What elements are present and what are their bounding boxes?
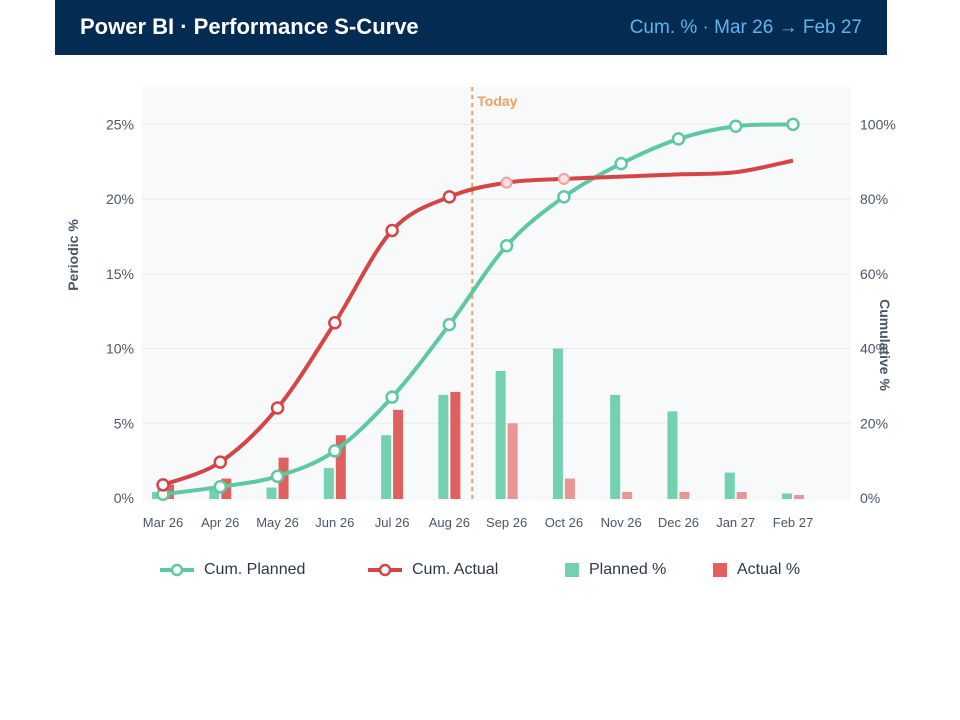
x-tick-label: Jan 27	[716, 515, 755, 530]
cum-actual-forecast-point[interactable]	[500, 176, 513, 189]
actual-bar[interactable]	[507, 423, 518, 499]
planned-bar[interactable]	[610, 394, 621, 499]
y-tick-label: 25%	[106, 116, 134, 132]
y-tick-label: 15%	[106, 266, 134, 282]
x-tick-label: Jun 26	[315, 515, 354, 530]
y-tick-label: 10%	[106, 341, 134, 357]
legend-item-cum-actual[interactable]: Cum. Actual	[368, 556, 498, 584]
planned-bar[interactable]	[552, 348, 563, 499]
cum-planned-point[interactable]	[557, 190, 571, 204]
legend-label: Cum. Planned	[204, 561, 306, 578]
legend-line-marker-icon	[160, 563, 194, 577]
actual-bar[interactable]	[450, 391, 461, 499]
actual-bar[interactable]	[679, 492, 690, 499]
planned-bar[interactable]	[724, 472, 735, 499]
y2-axis-title: Cumulative %	[877, 299, 893, 391]
s-curve-chart: Today 0% 5% 10% 15% 20% 25% 0% 20% 40% 60% 80% 100%…	[65, 87, 896, 530]
today-label: Today	[477, 93, 517, 109]
x-tick-label: Apr 26	[201, 515, 239, 530]
actual-bar[interactable]	[736, 492, 747, 499]
y-tick-label: 20%	[106, 191, 134, 207]
cum-actual-point[interactable]	[442, 190, 457, 204]
x-tick-label: Nov 26	[601, 515, 642, 530]
legend-item-cum-planned[interactable]: Cum. Planned	[160, 556, 305, 584]
planned-bar[interactable]	[209, 489, 220, 499]
cum-planned-point[interactable]	[213, 480, 228, 494]
x-tick-label: May 26	[256, 515, 299, 530]
legend-label: Planned %	[589, 561, 667, 578]
legend-label: Actual %	[737, 561, 801, 578]
actual-bar[interactable]	[335, 435, 346, 499]
planned-bar[interactable]	[495, 370, 506, 499]
x-tick-label: Mar 26	[143, 515, 183, 530]
header-bar: Power BI · Performance S-Curve Cum. % · …	[55, 0, 887, 55]
planned-bar[interactable]	[438, 394, 449, 499]
cum-actual-point[interactable]	[156, 478, 170, 492]
legend-item-planned-pct[interactable]: Planned %	[565, 556, 666, 584]
legend: Cum. Planned Cum. Actual Planned % Actua…	[0, 556, 960, 584]
y-axis-title: Periodic %	[65, 219, 81, 291]
x-tick-label: Feb 27	[773, 515, 813, 530]
cum-actual-point[interactable]	[328, 316, 342, 330]
today-marker: Today	[471, 87, 518, 501]
y2-tick-label: 80%	[860, 191, 888, 207]
cum-planned-point[interactable]	[328, 444, 342, 458]
cum-planned-point[interactable]	[270, 469, 285, 484]
planned-bar[interactable]	[381, 435, 392, 499]
cum-planned-point[interactable]	[614, 156, 628, 171]
y2-tick-label: 20%	[860, 415, 888, 431]
cum-planned-point[interactable]	[499, 239, 514, 253]
actual-bar[interactable]	[794, 495, 804, 499]
legend-line-marker-icon	[368, 563, 402, 577]
lines-layer	[156, 117, 800, 502]
x-tick-label: Dec 26	[658, 515, 699, 530]
legend-label: Cum. Actual	[412, 561, 499, 578]
y-tick-label: 5%	[114, 415, 134, 431]
x-tick-label: Sep 26	[486, 515, 527, 530]
planned-bar[interactable]	[782, 493, 792, 499]
y2-tick-label: 40%	[860, 341, 888, 357]
cum-actual-point[interactable]	[270, 401, 285, 415]
x-tick-label: Oct 26	[545, 515, 583, 530]
planned-bar[interactable]	[667, 411, 678, 499]
legend-item-actual-pct[interactable]: Actual %	[713, 556, 800, 584]
cum-planned-point[interactable]	[786, 117, 800, 132]
legend-square-icon	[713, 563, 727, 577]
planned-bar[interactable]	[266, 487, 277, 499]
y2-tick-label: 60%	[860, 266, 888, 282]
axes-layer: 0% 5% 10% 15% 20% 25% 0% 20% 40% 60% 80% 100% Mar 26…	[106, 116, 896, 530]
cum-actual-point[interactable]	[213, 455, 228, 469]
cum-planned-point[interactable]	[671, 132, 686, 146]
y2-tick-label: 100%	[860, 116, 896, 132]
cum-actual-point[interactable]	[385, 223, 399, 238]
page-subtitle: Cum. % · Mar 26 → Feb 27	[629, 17, 862, 38]
actual-bar[interactable]	[393, 409, 404, 499]
actual-bar[interactable]	[622, 492, 633, 499]
cum-planned-point[interactable]	[442, 317, 457, 332]
x-tick-label: Jul 26	[375, 515, 410, 530]
x-tick-label: Aug 26	[429, 515, 470, 530]
cum-planned-point[interactable]	[385, 390, 399, 404]
cum-planned-point[interactable]	[728, 119, 743, 133]
actual-bar[interactable]	[564, 478, 575, 499]
planned-bar[interactable]	[323, 468, 334, 499]
cum-actual-forecast-point[interactable]	[557, 172, 570, 185]
y2-tick-label: 0%	[860, 490, 880, 506]
legend-square-icon	[565, 563, 579, 577]
y-tick-label: 0%	[114, 490, 134, 506]
page-title: Power BI · Performance S-Curve	[80, 14, 419, 39]
